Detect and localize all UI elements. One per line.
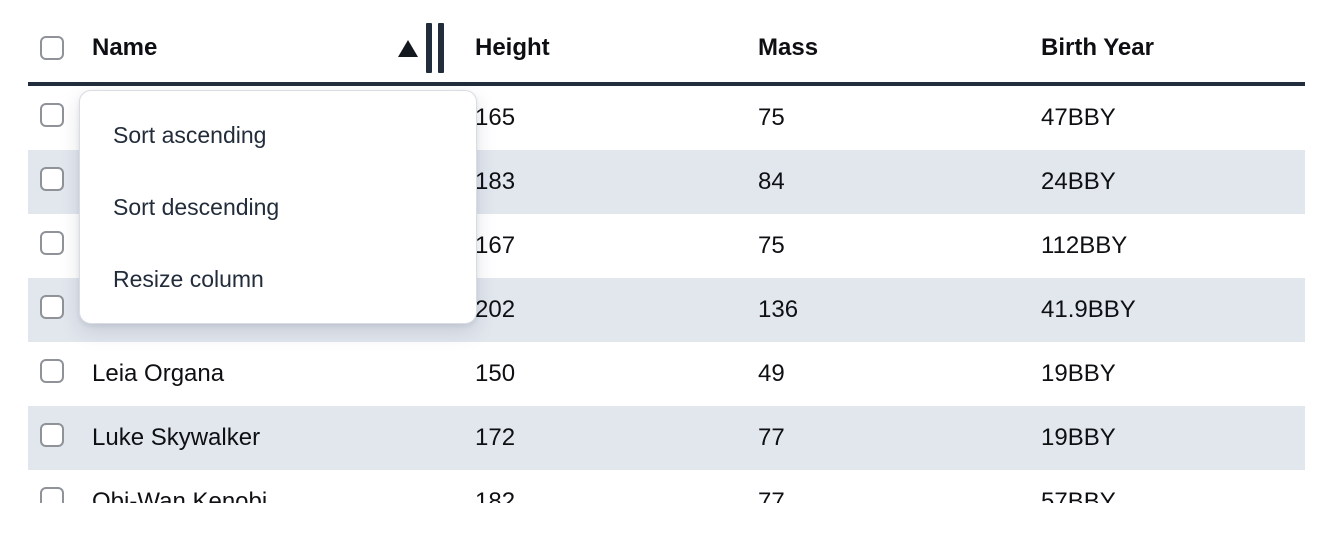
column-header-birth-year[interactable]: Birth Year bbox=[1041, 34, 1154, 61]
cell-mass: 84 bbox=[758, 168, 785, 195]
cell-height: 172 bbox=[475, 424, 516, 451]
cell-name: Luke Skywalker bbox=[92, 424, 261, 451]
cell-birth-year: 112BBY bbox=[1041, 232, 1128, 259]
menu-item-sort-ascending[interactable]: Sort ascending bbox=[113, 121, 267, 148]
cell-height: 150 bbox=[475, 360, 516, 387]
cell-name: Obi-Wan Kenobi bbox=[92, 488, 268, 503]
table-row: 165 75 47BBY bbox=[28, 86, 1305, 150]
row-checkbox[interactable] bbox=[40, 294, 64, 319]
cell-birth-year: 19BBY bbox=[1041, 360, 1116, 387]
cell-birth-year: 19BBY bbox=[1041, 424, 1116, 451]
row-checkbox[interactable] bbox=[40, 230, 64, 255]
cell-height: 167 bbox=[475, 232, 516, 259]
column-label-name: Name bbox=[92, 34, 158, 61]
column-header-name[interactable]: Name bbox=[80, 0, 462, 82]
cell-mass: 75 bbox=[758, 104, 785, 131]
select-all-checkbox[interactable] bbox=[40, 36, 64, 60]
column-resize-handle[interactable] bbox=[426, 23, 444, 73]
cell-birth-year: 57BBY bbox=[1041, 488, 1116, 503]
cell-birth-year: 41.9BBY bbox=[1041, 296, 1136, 323]
cell-birth-year: 47BBY bbox=[1041, 104, 1116, 131]
row-checkbox[interactable] bbox=[40, 166, 64, 191]
table-row: Obi-Wan Kenobi 182 77 57BBY bbox=[28, 470, 1305, 503]
row-checkbox[interactable] bbox=[40, 486, 64, 503]
cell-mass: 75 bbox=[758, 232, 785, 259]
header-cell-select-all bbox=[28, 0, 80, 82]
column-header-mass[interactable]: Mass bbox=[758, 34, 819, 61]
menu-item-resize-column[interactable]: Resize column bbox=[113, 265, 264, 292]
cell-height: 182 bbox=[475, 488, 516, 503]
sort-ascending-icon bbox=[398, 39, 418, 57]
cell-mass: 49 bbox=[758, 360, 785, 387]
table-row: 167 75 112BBY bbox=[28, 214, 1305, 278]
table-row: Leia Organa 150 49 19BBY bbox=[28, 342, 1305, 406]
cell-height: 202 bbox=[475, 296, 516, 323]
table-row: Luke Skywalker 172 77 19BBY bbox=[28, 406, 1305, 470]
row-checkbox[interactable] bbox=[40, 358, 64, 383]
row-checkbox[interactable] bbox=[40, 102, 64, 127]
cell-height: 183 bbox=[475, 168, 516, 195]
cell-mass: 77 bbox=[758, 424, 785, 451]
cell-mass: 77 bbox=[758, 488, 785, 503]
table-viewport: Name Height Mass Birth Year 165 75 47BBY… bbox=[28, 0, 1305, 503]
cell-name: Leia Organa bbox=[92, 360, 225, 387]
table-header-row: Name Height Mass Birth Year bbox=[28, 0, 1305, 86]
column-context-menu: Sort ascending Sort descending Resize co… bbox=[79, 90, 477, 324]
cell-birth-year: 24BBY bbox=[1041, 168, 1116, 195]
cell-mass: 136 bbox=[758, 296, 799, 323]
menu-item-sort-descending[interactable]: Sort descending bbox=[113, 193, 280, 220]
column-header-height[interactable]: Height bbox=[475, 34, 550, 61]
row-checkbox[interactable] bbox=[40, 422, 64, 447]
cell-height: 165 bbox=[475, 104, 516, 131]
